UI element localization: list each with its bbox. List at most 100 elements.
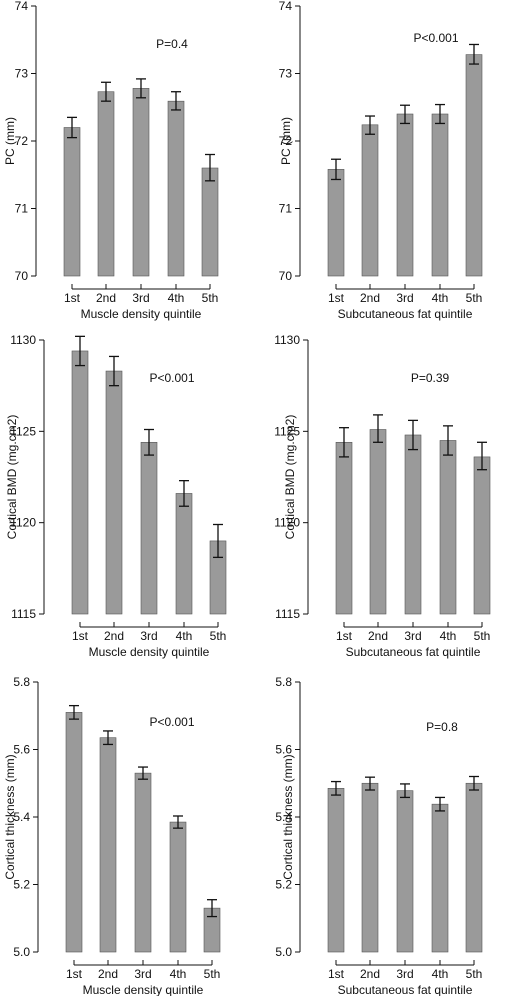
y-tick-label: 5.4 [275,810,292,824]
y-tick-label: 1115 [275,607,300,621]
y-tick-label: 70 [279,269,293,283]
x-tick-label: 5th [466,291,483,305]
chart-panel-3: 1115 1120 1125 1130 Cortical BMD (mg.cm2) 1st… [5,333,226,659]
y-tick-label: 1115 [11,607,36,621]
x-axis-title: Muscle density quintile [83,983,204,996]
x-tick-label: 2nd [96,291,116,305]
chart-panel-5: 5.0 5.2 5.4 5.6 5.8 Cortical thickness (mm) 1s… [3,675,220,996]
chart-panel-6: 5.0 5.2 5.4 5.6 5.8 Cortical thickness (mm) 1s… [275,675,482,996]
y-tick-label: 1120 [10,516,36,530]
bar-3rd [396,790,414,953]
bar-2nd [369,429,387,615]
bar-2nd [361,782,379,953]
x-tick-label: 5th [202,291,219,305]
x-tick-label: 5th [210,629,227,643]
y-tick-label: 5.0 [275,945,292,959]
bar-3rd [140,441,158,615]
bar-2nd [361,124,379,277]
bar-4th [167,100,185,277]
bar-5th [473,456,491,615]
x-tick-label: 4th [432,967,449,981]
x-tick-label: 2nd [368,629,388,643]
x-tick-label: 3rd [134,967,151,981]
x-axis-title: Subcutaneous fat quintile [346,645,481,659]
y-tick-label: 5.0 [13,945,30,959]
bar-1st [335,441,353,615]
y-axis-title: PC (mm) [279,117,293,165]
bar-1st [71,350,89,615]
y-tick-label: 1120 [274,516,300,530]
bar-2nd [105,370,123,615]
bar-1st [63,127,81,277]
bar-4th [431,803,449,953]
bar-2nd [97,91,115,277]
x-tick-label: 1st [72,629,89,643]
x-tick-label: 2nd [360,291,380,305]
y-axis-title: Cortical BMD (mg.cm2) [283,415,297,540]
y-tick-label: 5.2 [275,878,292,892]
bar-1st [327,169,345,277]
x-tick-label: 4th [168,291,185,305]
bar-4th [169,821,187,953]
p-value-annotation: P<0.001 [413,31,458,45]
bar-4th [175,493,193,615]
x-tick-label: 5th [204,967,221,981]
y-tick-label: 74 [15,0,29,13]
x-tick-label: 1st [328,967,345,981]
y-tick-label: 5.8 [13,675,30,689]
chart-panel-4: 1115 1120 1125 1130 Cortical BMD (mg.cm2) 1st… [274,333,490,659]
y-tick-label: 1125 [274,424,300,438]
p-value-annotation: P<0.001 [149,371,194,385]
x-tick-label: 5th [466,967,483,981]
x-tick-label: 3rd [404,629,421,643]
y-tick-label: 5.4 [13,810,30,824]
x-axis-title: Subcutaneous fat quintile [338,983,473,996]
x-tick-label: 1st [336,629,353,643]
x-tick-label: 3rd [140,629,157,643]
x-axis-title: Muscle density quintile [81,307,202,321]
x-tick-label: 3rd [132,291,149,305]
y-tick-label: 72 [279,134,293,148]
x-tick-label: 1st [328,291,345,305]
x-tick-label: 2nd [104,629,124,643]
y-tick-label: 5.6 [275,743,292,757]
x-tick-label: 3rd [396,967,413,981]
y-tick-label: 5.8 [275,675,292,689]
y-tick-label: 5.6 [13,743,30,757]
y-axis-title: Cortical BMD (mg.cm2) [5,415,19,540]
y-tick-label: 71 [15,202,29,216]
y-axis-title: Cortical thickness (mm) [3,754,17,879]
x-axis-title: Subcutaneous fat quintile [338,307,473,321]
y-tick-label: 71 [279,202,293,216]
x-axis-title: Muscle density quintile [89,645,210,659]
y-tick-label: 1125 [10,424,36,438]
bar-3rd [132,88,150,277]
bar-5th [465,782,483,953]
x-tick-label: 2nd [360,967,380,981]
bar-3rd [404,434,422,615]
x-tick-label: 4th [432,291,449,305]
x-tick-label: 3rd [396,291,413,305]
bar-4th [439,440,457,615]
y-tick-label: 1130 [274,333,300,347]
x-tick-label: 4th [176,629,193,643]
p-value-annotation: P<0.001 [149,715,194,729]
bar-3rd [134,772,152,953]
bar-1st [65,712,83,953]
x-tick-label: 4th [170,967,187,981]
bar-5th [201,167,219,277]
y-tick-label: 73 [279,67,293,81]
p-value-annotation: P=0.39 [411,371,450,385]
bar-2nd [99,737,117,953]
bar-3rd [396,113,414,277]
p-value-annotation: P=0.8 [426,720,458,734]
x-tick-label: 4th [440,629,457,643]
y-axis-title: PC (mm) [3,117,17,165]
bar-1st [327,788,345,953]
x-tick-label: 2nd [98,967,118,981]
x-tick-label: 1st [64,291,81,305]
y-tick-label: 72 [15,134,29,148]
x-tick-label: 1st [66,967,83,981]
